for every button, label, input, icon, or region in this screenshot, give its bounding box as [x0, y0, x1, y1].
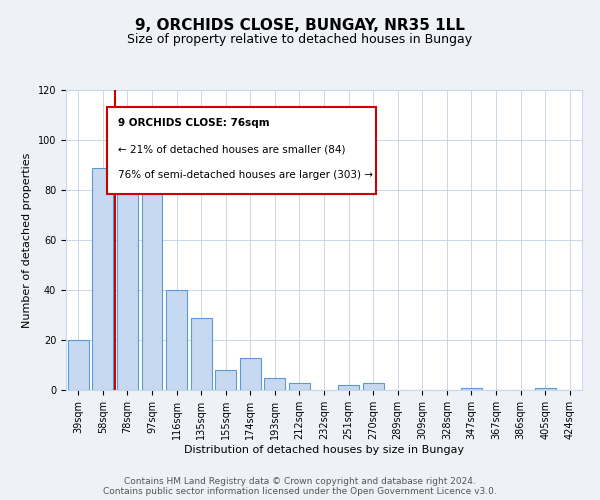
Y-axis label: Number of detached properties: Number of detached properties: [22, 152, 32, 328]
Text: 76% of semi-detached houses are larger (303) →: 76% of semi-detached houses are larger (…: [118, 170, 373, 179]
X-axis label: Distribution of detached houses by size in Bungay: Distribution of detached houses by size …: [184, 444, 464, 454]
Bar: [289, 382, 310, 390]
Bar: [461, 388, 482, 390]
Bar: [265, 378, 286, 390]
Bar: [338, 385, 359, 390]
Bar: [215, 370, 236, 390]
Bar: [117, 152, 138, 390]
Text: ← 21% of detached houses are smaller (84): ← 21% of detached houses are smaller (84…: [118, 144, 345, 154]
Bar: [240, 358, 261, 390]
Text: 9, ORCHIDS CLOSE, BUNGAY, NR35 1LL: 9, ORCHIDS CLOSE, BUNGAY, NR35 1LL: [135, 18, 465, 32]
Text: Contains public sector information licensed under the Open Government Licence v3: Contains public sector information licen…: [103, 487, 497, 496]
Bar: [191, 318, 212, 390]
FancyBboxPatch shape: [107, 106, 376, 194]
Text: Size of property relative to detached houses in Bungay: Size of property relative to detached ho…: [127, 32, 473, 46]
Bar: [92, 168, 113, 390]
Bar: [535, 388, 556, 390]
Text: Contains HM Land Registry data © Crown copyright and database right 2024.: Contains HM Land Registry data © Crown c…: [124, 477, 476, 486]
Bar: [166, 290, 187, 390]
Bar: [142, 158, 163, 390]
Bar: [68, 340, 89, 390]
Text: 9 ORCHIDS CLOSE: 76sqm: 9 ORCHIDS CLOSE: 76sqm: [118, 118, 269, 128]
Bar: [362, 382, 383, 390]
